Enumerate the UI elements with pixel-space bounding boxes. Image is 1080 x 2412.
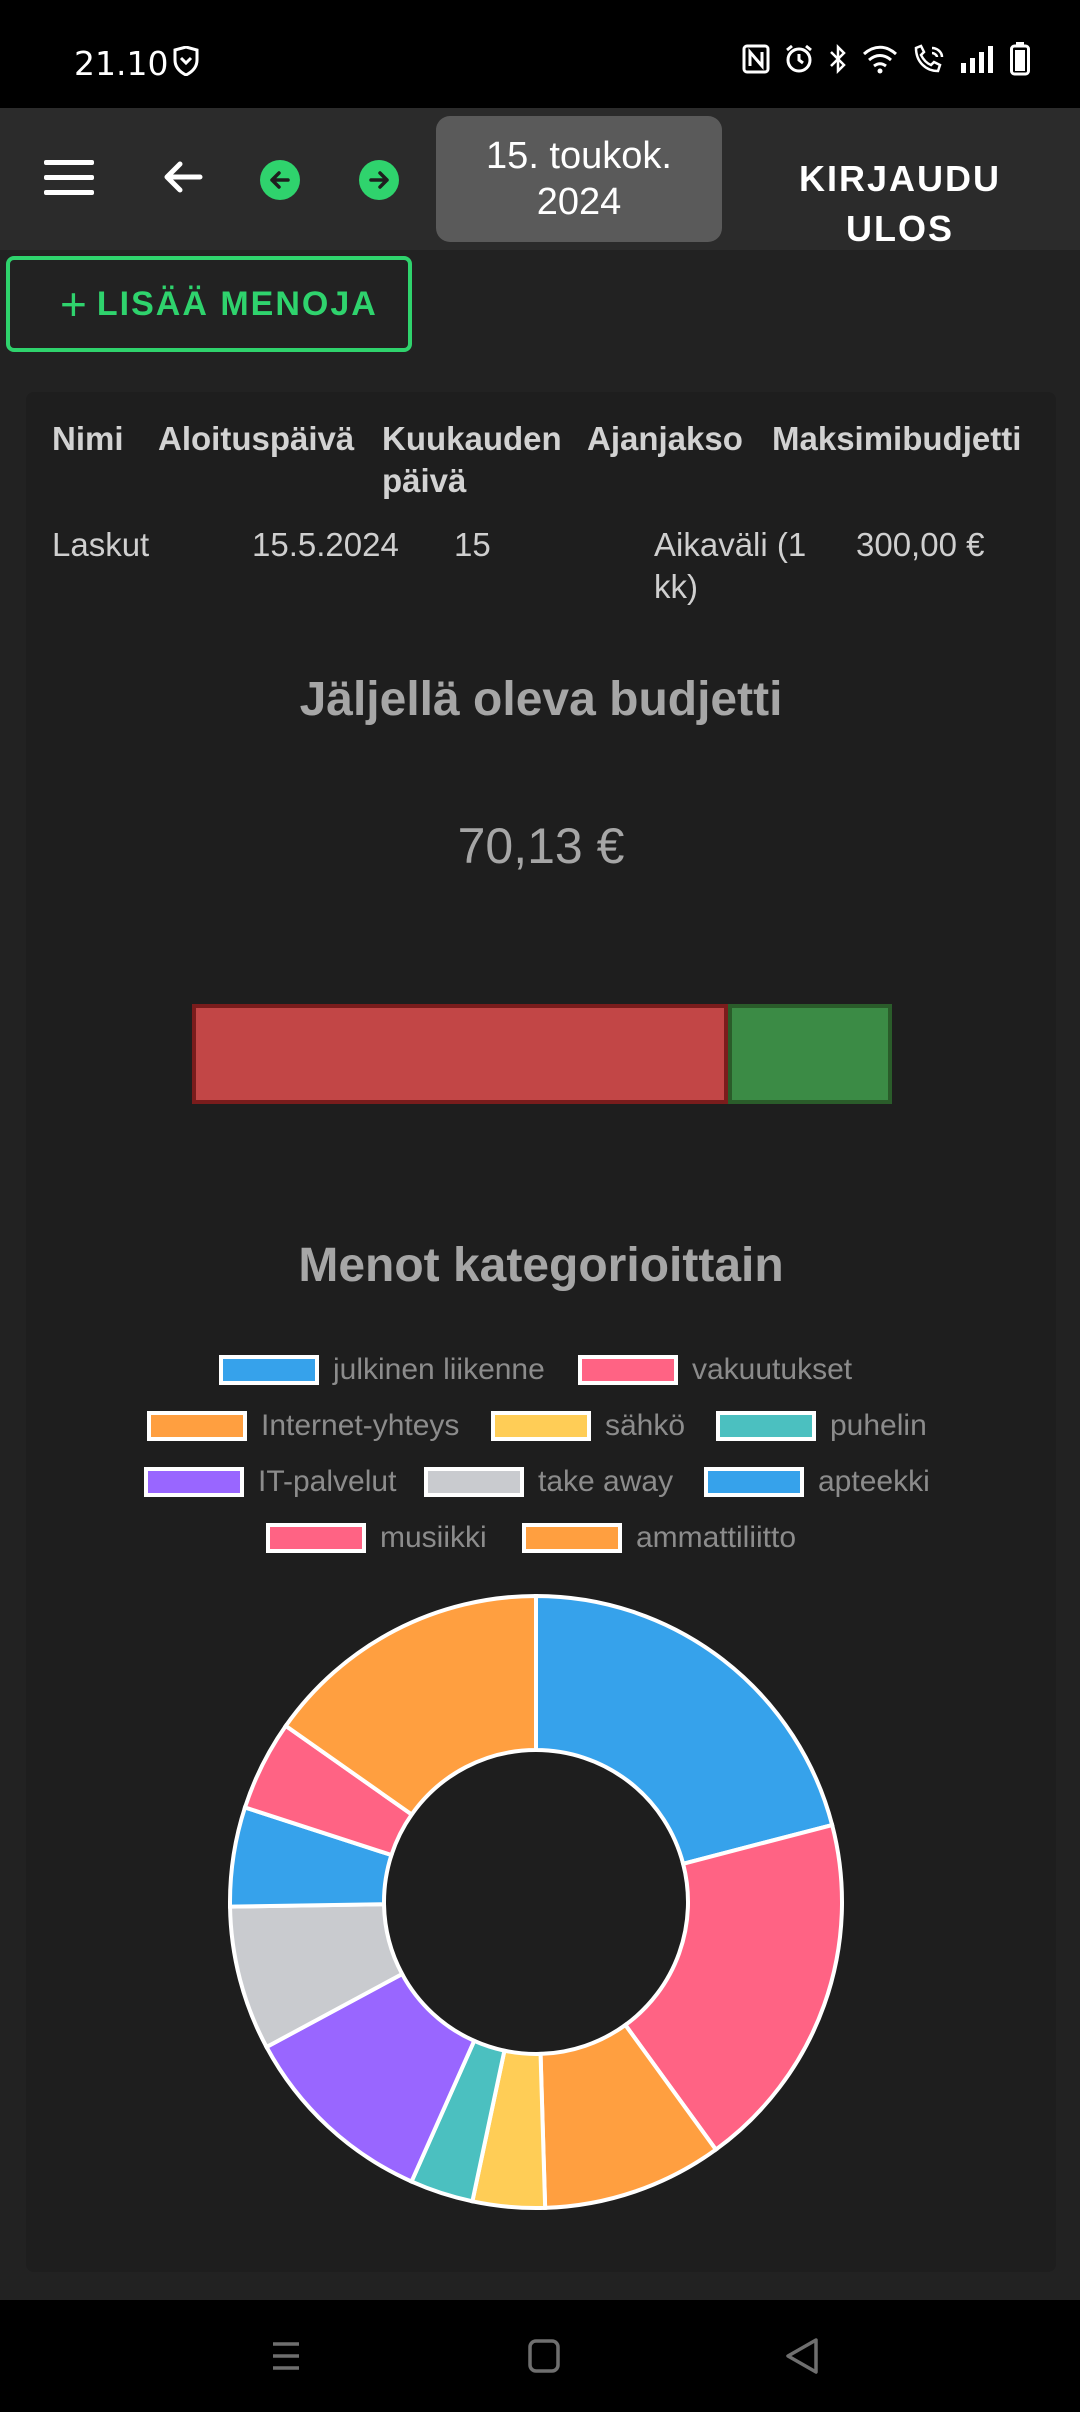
status-time: 21.10 [74, 44, 169, 83]
legend-item-take-away[interactable]: take away [424, 1464, 673, 1500]
alarm-icon [786, 44, 812, 73]
date-line-2: 2024 [536, 181, 622, 223]
logout-button[interactable]: KIRJAUDU ULOS [798, 158, 1001, 249]
add-expenses-button[interactable]: + LISÄÄ MENOJA [6, 256, 412, 352]
legend-label: vakuutukset [692, 1353, 853, 1386]
battery-icon [1010, 42, 1030, 76]
legend-item-puhelin[interactable]: puhelin [716, 1408, 927, 1444]
legend-label: apteekki [818, 1465, 930, 1498]
budget-remaining-bar [728, 1004, 892, 1104]
legend-label: take away [538, 1465, 674, 1498]
legend-item-vakuutukset[interactable]: vakuutukset [578, 1352, 852, 1388]
date-line-1: 15. toukok. [486, 135, 672, 177]
header-max-budget: Maksimibudjetti [772, 420, 1022, 457]
hamburger-icon[interactable] [44, 160, 94, 200]
legend-swatch [219, 1355, 319, 1385]
status-icons [742, 42, 1030, 76]
arrow-left-circle-icon [270, 171, 290, 189]
budget-used-bar [192, 1004, 728, 1104]
legend-swatch [522, 1523, 622, 1553]
legend-item-julkinen-liikenne[interactable]: julkinen liikenne [219, 1352, 545, 1388]
signal-icon [961, 46, 993, 73]
legend-label: IT-palvelut [258, 1465, 397, 1498]
category-chart-title: Menot kategorioittain [298, 1239, 784, 1292]
header-name: Nimi [52, 420, 124, 457]
remaining-budget-title: Jäljellä oleva budjetti [299, 673, 783, 726]
slice-julkinen-liikenne[interactable] [534, 1593, 835, 1867]
legend-swatch [716, 1411, 816, 1441]
legend-item-it-palvelut[interactable]: IT-palvelut [144, 1464, 396, 1500]
legend-swatch [424, 1467, 524, 1497]
legend-item-ammattiliitto[interactable]: ammattiliitto [522, 1520, 796, 1556]
cell-period-line1: Aikaväli (1 [654, 526, 807, 563]
slice-vakuutukset[interactable] [622, 1822, 844, 2153]
legend-item-musiikki[interactable]: musiikki [266, 1520, 487, 1556]
header-period: Ajanjakso [587, 420, 743, 457]
recent-apps-icon[interactable] [256, 2330, 316, 2382]
legend-label: julkinen liikenne [333, 1353, 545, 1386]
nfc-icon [742, 44, 770, 74]
cell-max-budget: 300,00 € [856, 526, 985, 563]
legend-swatch [491, 1411, 591, 1441]
header-day-of-month: Kuukauden päivä [382, 418, 562, 502]
status-bar: 21.10 [0, 0, 1080, 108]
budget-card: Nimi Aloituspäivä Kuukauden päivä Ajanja… [26, 392, 1056, 2272]
legend-item-internet-yhteys[interactable]: Internet-yhteys [147, 1408, 459, 1444]
next-date-button[interactable] [359, 160, 399, 200]
remaining-budget-amount: 70,13 € [457, 818, 625, 874]
category-doughnut-chart [228, 1593, 844, 2210]
plus-icon: + [60, 278, 89, 330]
header-day-of-month-line2: päivä [382, 462, 467, 499]
legend-label: ammattiliitto [636, 1521, 797, 1554]
navigation-bar [0, 2300, 1080, 2412]
back-triangle-icon[interactable] [772, 2330, 832, 2382]
legend-label: puhelin [830, 1409, 927, 1442]
cell-day-of-month: 15 [454, 526, 491, 563]
legend-swatch [704, 1467, 804, 1497]
legend-swatch [266, 1523, 366, 1553]
arrow-left-icon[interactable] [160, 154, 206, 200]
previous-date-button[interactable] [260, 160, 300, 200]
legend-swatch [147, 1411, 247, 1441]
legend-swatch [144, 1467, 244, 1497]
bluetooth-icon [830, 43, 846, 75]
legend-item-apteekki[interactable]: apteekki [704, 1464, 930, 1500]
wifi-icon [862, 45, 898, 74]
cell-start-date: 15.5.2024 [252, 526, 399, 563]
legend-item-sahko[interactable]: sähkö [491, 1408, 685, 1444]
legend-label: musiikki [380, 1521, 487, 1554]
cell-period-line2: kk) [654, 568, 698, 605]
legend-label: Internet-yhteys [261, 1409, 460, 1442]
home-icon[interactable] [514, 2330, 574, 2382]
cell-name: Laskut [52, 526, 150, 563]
cell-period: Aikaväli (1 kk) [654, 524, 806, 608]
arrow-right-circle-icon [369, 171, 389, 189]
header-day-of-month-line1: Kuukauden [382, 420, 562, 457]
header-start-date: Aloituspäivä [158, 420, 355, 457]
legend-label: sähkö [605, 1409, 686, 1442]
app-bar: 15. toukok. 2024 KIRJAUDU ULOS [0, 108, 1080, 250]
wifi-call-icon [914, 44, 944, 73]
date-picker-button[interactable]: 15. toukok. 2024 [436, 116, 722, 242]
slice-ammattiliitto[interactable] [282, 1593, 538, 1818]
shield-icon [173, 46, 199, 76]
legend-swatch [578, 1355, 678, 1385]
add-expenses-label: LISÄÄ MENOJA [96, 284, 378, 323]
